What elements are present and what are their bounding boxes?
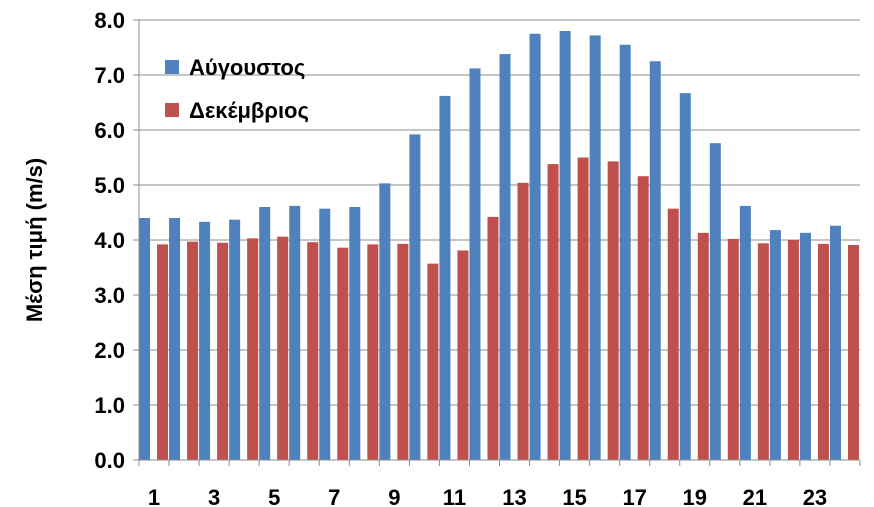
bars — [139, 31, 859, 461]
bar-december — [607, 161, 619, 460]
bar-december — [697, 232, 709, 460]
bar-august — [499, 54, 511, 460]
bar-august — [139, 218, 151, 460]
x-tick-label: 9 — [388, 485, 400, 507]
bar-august — [439, 95, 451, 461]
bar-august — [649, 61, 661, 460]
bar-december — [517, 182, 529, 461]
bar-august — [529, 33, 541, 460]
bar-december — [727, 238, 739, 460]
bar-august — [349, 207, 361, 460]
x-tick-label: 1 — [148, 485, 160, 507]
x-tick-label: 17 — [622, 485, 646, 507]
bar-august — [589, 35, 601, 461]
bar-august — [799, 232, 811, 460]
bar-august — [319, 208, 331, 460]
bar-december — [487, 216, 499, 460]
y-tick-label: 3.0 — [94, 283, 125, 308]
x-tick-label: 15 — [562, 485, 586, 507]
legend-swatch — [165, 60, 179, 74]
y-tick-label: 1.0 — [94, 393, 125, 418]
bar-august — [559, 31, 571, 460]
x-tick-label: 13 — [502, 485, 526, 507]
legend-label: Αύγουστος — [189, 55, 305, 80]
x-tick-label: 3 — [208, 485, 220, 507]
x-tick-label: 5 — [268, 485, 280, 507]
x-tick-label: 19 — [683, 485, 707, 507]
legend-swatch — [165, 103, 179, 117]
bar-august — [409, 134, 421, 460]
bar-august — [619, 44, 631, 460]
legend: Αύγουστος Δεκέμβριος — [165, 55, 309, 123]
grid-lines — [133, 19, 860, 461]
y-tick-label: 0.0 — [94, 448, 125, 473]
bar-december — [427, 263, 439, 460]
bar-december — [397, 243, 409, 460]
bar-december — [187, 241, 199, 460]
bar-december — [277, 236, 289, 460]
bar-december — [337, 247, 349, 460]
y-tick-label: 5.0 — [94, 173, 125, 198]
bar-august — [259, 207, 271, 460]
bar-august — [739, 205, 751, 460]
legend-label: Δεκέμβριος — [189, 98, 309, 123]
y-tick-label: 4.0 — [94, 228, 125, 253]
bar-december — [787, 240, 799, 460]
bar-august — [769, 230, 781, 460]
bar-august — [199, 221, 211, 460]
bar-august — [709, 143, 721, 460]
bar-december — [217, 242, 229, 460]
bar-august — [289, 205, 301, 460]
bar-december — [577, 157, 589, 460]
bar-december — [547, 164, 559, 460]
bar-august — [469, 68, 481, 461]
y-tick-label: 8.0 — [94, 8, 125, 33]
bar-december — [457, 250, 469, 460]
x-tick-labels: 1 3 5 7 9 11 13 15 17 19 21 23 — [148, 485, 827, 507]
bar-december — [817, 243, 829, 460]
bar-december — [757, 243, 769, 460]
x-tick-label: 21 — [743, 485, 767, 507]
y-tick-labels: 0.0 1.0 2.0 3.0 4.0 5.0 6.0 7.0 8.0 — [94, 8, 125, 473]
bar-august — [829, 225, 841, 460]
bar-december — [667, 208, 679, 460]
bar-august — [379, 183, 391, 460]
y-tick-label: 2.0 — [94, 338, 125, 363]
bar-december — [847, 244, 859, 460]
bar-august — [229, 219, 241, 460]
bar-august — [169, 218, 181, 460]
y-tick-label: 6.0 — [94, 118, 125, 143]
bar-december — [247, 238, 259, 460]
y-tick-label: 7.0 — [94, 63, 125, 88]
x-tick-label: 23 — [803, 485, 827, 507]
bar-august — [679, 93, 691, 461]
bar-december — [157, 244, 169, 460]
axes — [138, 20, 861, 466]
bar-december — [637, 176, 649, 460]
y-axis-title: Μέση τιμή (m/s) — [22, 158, 47, 322]
x-tick-label: 11 — [443, 485, 466, 507]
bar-december — [307, 242, 319, 460]
x-tick-label: 7 — [328, 485, 340, 507]
bar-december — [367, 244, 379, 460]
